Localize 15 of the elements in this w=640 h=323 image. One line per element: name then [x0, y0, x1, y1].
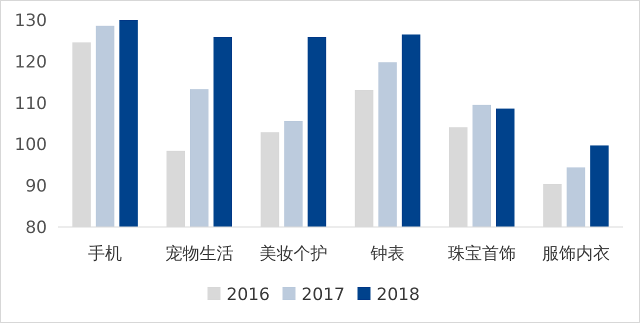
- x-tick-label: 服饰内衣: [542, 244, 610, 264]
- y-tick-label: 90: [25, 176, 47, 197]
- y-tick-label: 120: [14, 52, 47, 72]
- x-tick-label: 钟表: [370, 244, 405, 264]
- x-tick-label: 美妆个护: [259, 244, 328, 264]
- x-tick-label: 宠物生活: [165, 244, 234, 264]
- legend-label: 2016: [226, 285, 270, 305]
- legend-label: 2017: [302, 285, 345, 305]
- y-tick-label: 100: [14, 135, 47, 156]
- y-tick-label: 80: [25, 218, 47, 238]
- y-tick-label: 130: [14, 11, 47, 31]
- y-tick-label: 110: [14, 94, 47, 114]
- x-tick-label: 珠宝首饰: [448, 244, 516, 264]
- legend-label: 2018: [376, 285, 420, 305]
- x-tick-label: 手机: [88, 244, 122, 264]
